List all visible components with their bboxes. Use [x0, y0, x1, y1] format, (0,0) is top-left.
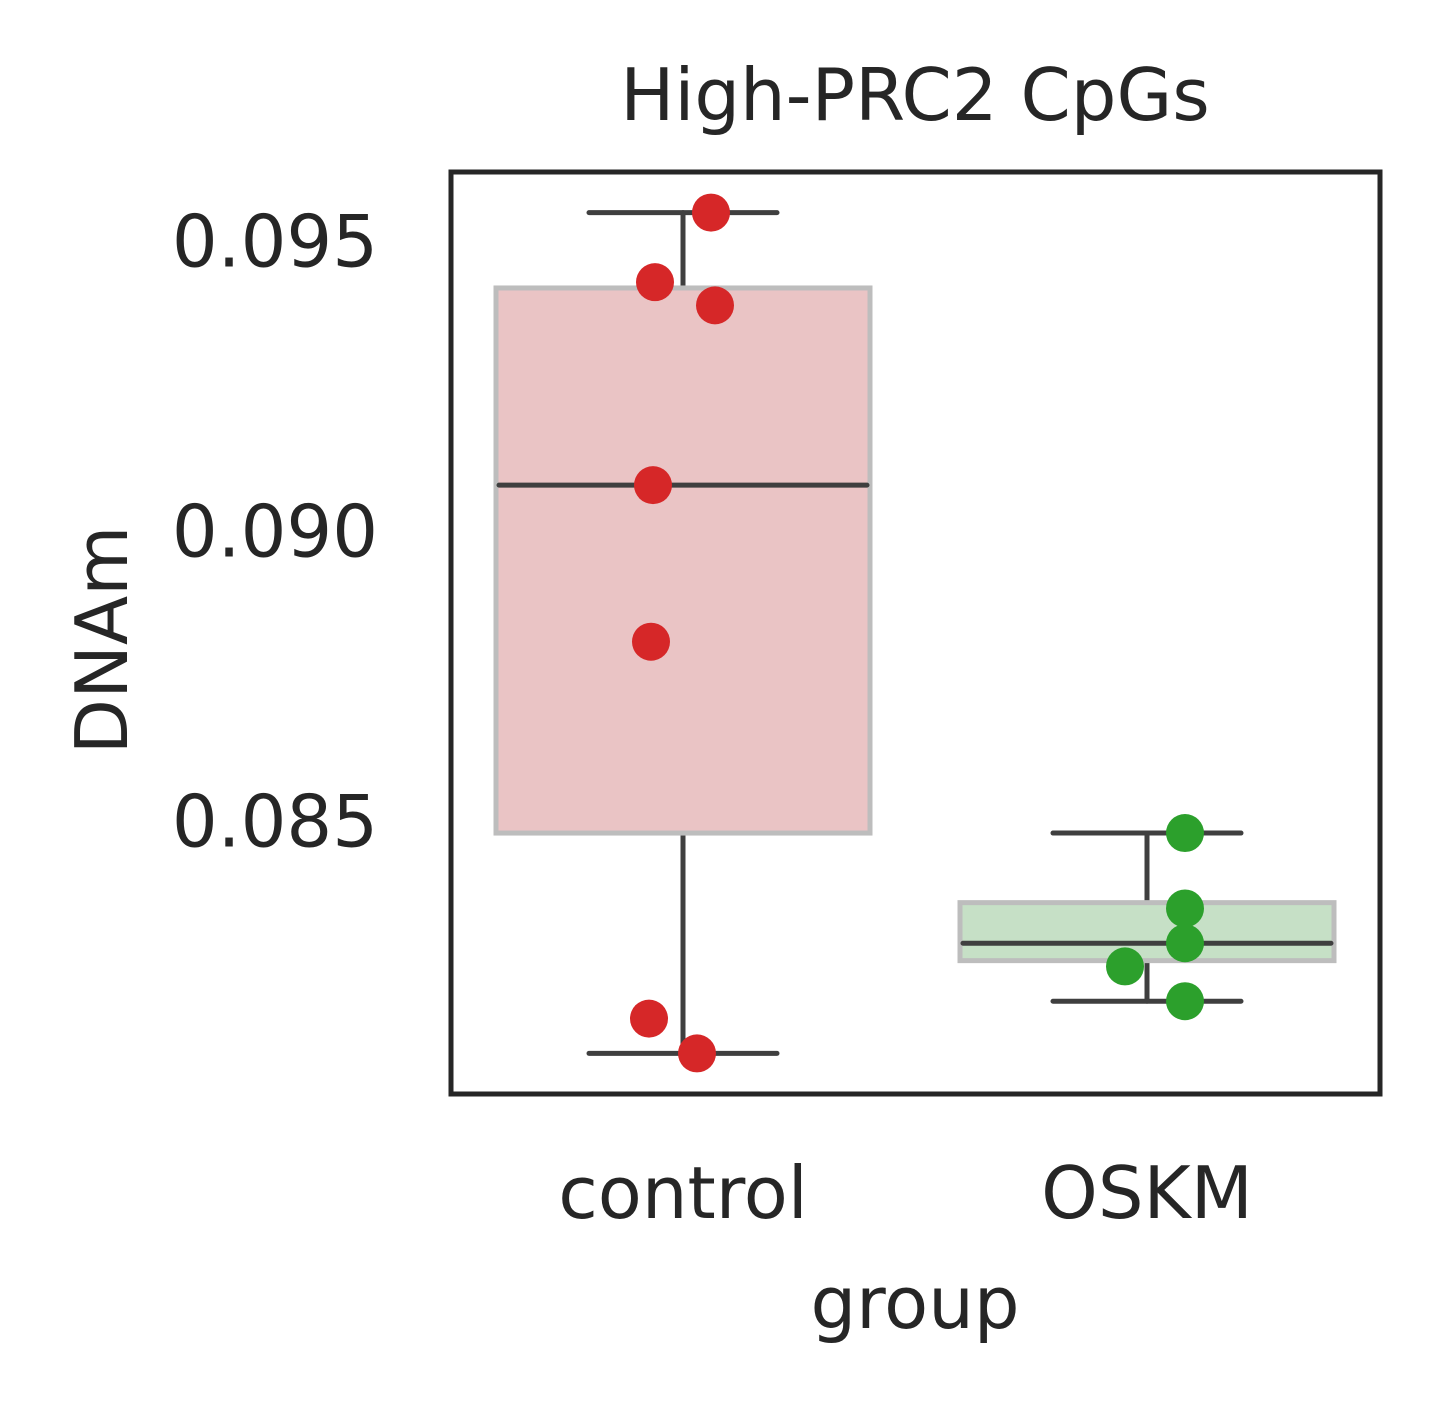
- control-point: [678, 1034, 716, 1073]
- y-axis: 0.085 0.090 0.095: [172, 200, 378, 864]
- control-point: [636, 263, 674, 302]
- x-tick-label: OSKM: [1041, 1151, 1253, 1235]
- chart-title: High-PRC2 CpGs: [620, 53, 1210, 137]
- OSKM-point: [1166, 924, 1204, 963]
- y-tick-label: 0.095: [172, 200, 378, 284]
- control-point: [696, 286, 734, 325]
- y-tick-label: 0.090: [172, 490, 378, 574]
- control-point: [634, 466, 672, 505]
- plot-frame: [448, 169, 1383, 1097]
- OSKM-point: [1106, 947, 1144, 986]
- y-tick-label: 0.085: [172, 779, 378, 863]
- x-tick-label: control: [558, 1151, 808, 1235]
- OSKM-box: [957, 900, 1337, 964]
- x-axis: control OSKM: [558, 1151, 1253, 1235]
- plot-area: [493, 193, 1337, 1073]
- control-point: [630, 999, 668, 1038]
- y-axis-label: DNAm: [60, 526, 144, 755]
- control-point: [692, 193, 730, 232]
- control-point: [632, 622, 670, 661]
- x-axis-label: group: [810, 1261, 1019, 1345]
- control-box: [493, 285, 873, 836]
- OSKM-point: [1166, 814, 1204, 853]
- OSKM-point: [1166, 982, 1204, 1021]
- OSKM-point: [1166, 889, 1204, 928]
